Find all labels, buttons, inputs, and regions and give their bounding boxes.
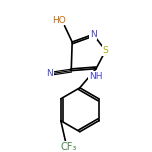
Text: N: N xyxy=(90,30,97,39)
Text: N: N xyxy=(46,69,53,78)
Text: S: S xyxy=(103,46,109,55)
Text: HO: HO xyxy=(52,16,66,24)
Text: CF₃: CF₃ xyxy=(60,142,77,152)
Text: NH: NH xyxy=(89,72,102,81)
